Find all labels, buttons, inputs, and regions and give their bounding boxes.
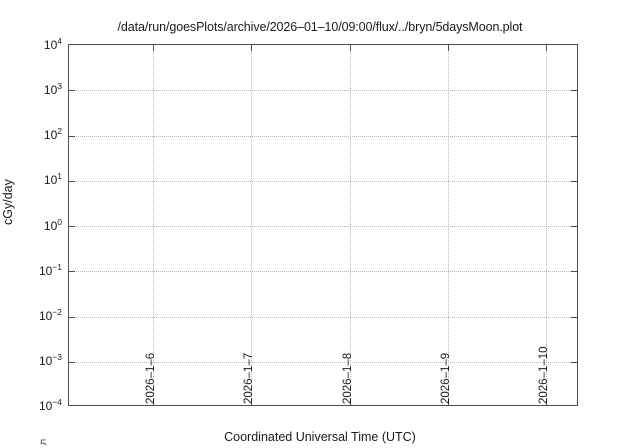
x-axis-tick-label: 2026–1–10 <box>538 346 550 404</box>
gridline-vertical <box>350 45 351 405</box>
y-axis-tick-mark <box>69 361 75 363</box>
gridlines <box>69 45 577 405</box>
y-axis-tick-label: 10−4 <box>38 397 62 413</box>
x-axis-tick-mark <box>546 45 547 51</box>
y-axis-tick-label: 104 <box>43 35 62 52</box>
x-axis-title: Coordinated Universal Time (UTC) <box>224 430 416 444</box>
x-axis-tick-mark <box>153 45 154 51</box>
clipped-panel-label: 5 <box>40 438 47 445</box>
x-axis-tick-mark <box>251 399 252 405</box>
y-axis-tick-mark <box>571 226 577 227</box>
plot-area <box>68 44 578 406</box>
gridline-vertical <box>448 45 449 405</box>
gridline-horizontal <box>69 90 577 92</box>
y-axis-tick-mark <box>571 135 577 137</box>
gridline-vertical <box>251 45 252 405</box>
x-axis-tick-mark <box>153 399 154 405</box>
gridline-horizontal <box>69 180 577 182</box>
page-title: /data/run/goesPlots/archive/2026–01–10/0… <box>117 20 523 34</box>
x-axis-tick-label: 2026–1–7 <box>243 352 255 404</box>
gridline-horizontal <box>69 361 577 363</box>
y-axis-tick-mark <box>69 316 75 318</box>
y-axis-tick-label: 10−3 <box>38 352 62 369</box>
x-axis-tick-mark <box>546 399 547 405</box>
y-axis-tick-mark <box>69 180 75 182</box>
y-axis-tick-label: 100 <box>43 216 62 233</box>
x-axis-tick-mark <box>350 399 351 405</box>
x-axis-tick-label: 2026–1–6 <box>145 352 157 404</box>
y-axis-tick-mark <box>69 135 75 137</box>
x-axis-tick-mark <box>448 45 449 51</box>
gridline-horizontal <box>69 316 577 318</box>
y-axis-tick-mark <box>69 90 75 92</box>
y-axis-tick-mark <box>571 180 577 182</box>
y-axis-tick-label: 103 <box>43 80 62 97</box>
y-axis-tick-mark <box>571 316 577 318</box>
y-axis-tick-label: 10−2 <box>38 307 62 323</box>
x-axis-tick-label: 2026–1–9 <box>440 352 452 404</box>
x-axis-tick-label: 2026–1–8 <box>342 352 354 404</box>
y-axis-tick-mark <box>571 361 577 363</box>
x-axis-tick-mark <box>448 399 449 405</box>
gridline-horizontal <box>69 135 577 137</box>
y-axis-tick-label: 10−1 <box>38 261 62 278</box>
x-axis-tick-mark <box>350 45 351 51</box>
y-axis-tick-mark <box>571 90 577 92</box>
y-axis-tick-mark <box>571 271 577 273</box>
y-axis-tick-mark <box>69 271 75 273</box>
y-axis-tick-label: 102 <box>43 126 62 142</box>
gridline-horizontal <box>69 226 577 227</box>
y-axis-tick-label: 101 <box>43 171 62 188</box>
gridline-horizontal <box>69 271 577 273</box>
y-axis-tick-labels: 104 103 102 101 100 10−1 10−2 10−3 10−4 <box>0 36 62 412</box>
gridline-vertical <box>153 45 154 405</box>
x-axis-tick-mark <box>251 45 252 51</box>
y-axis-tick-mark <box>69 226 75 227</box>
gridline-vertical <box>546 45 547 405</box>
